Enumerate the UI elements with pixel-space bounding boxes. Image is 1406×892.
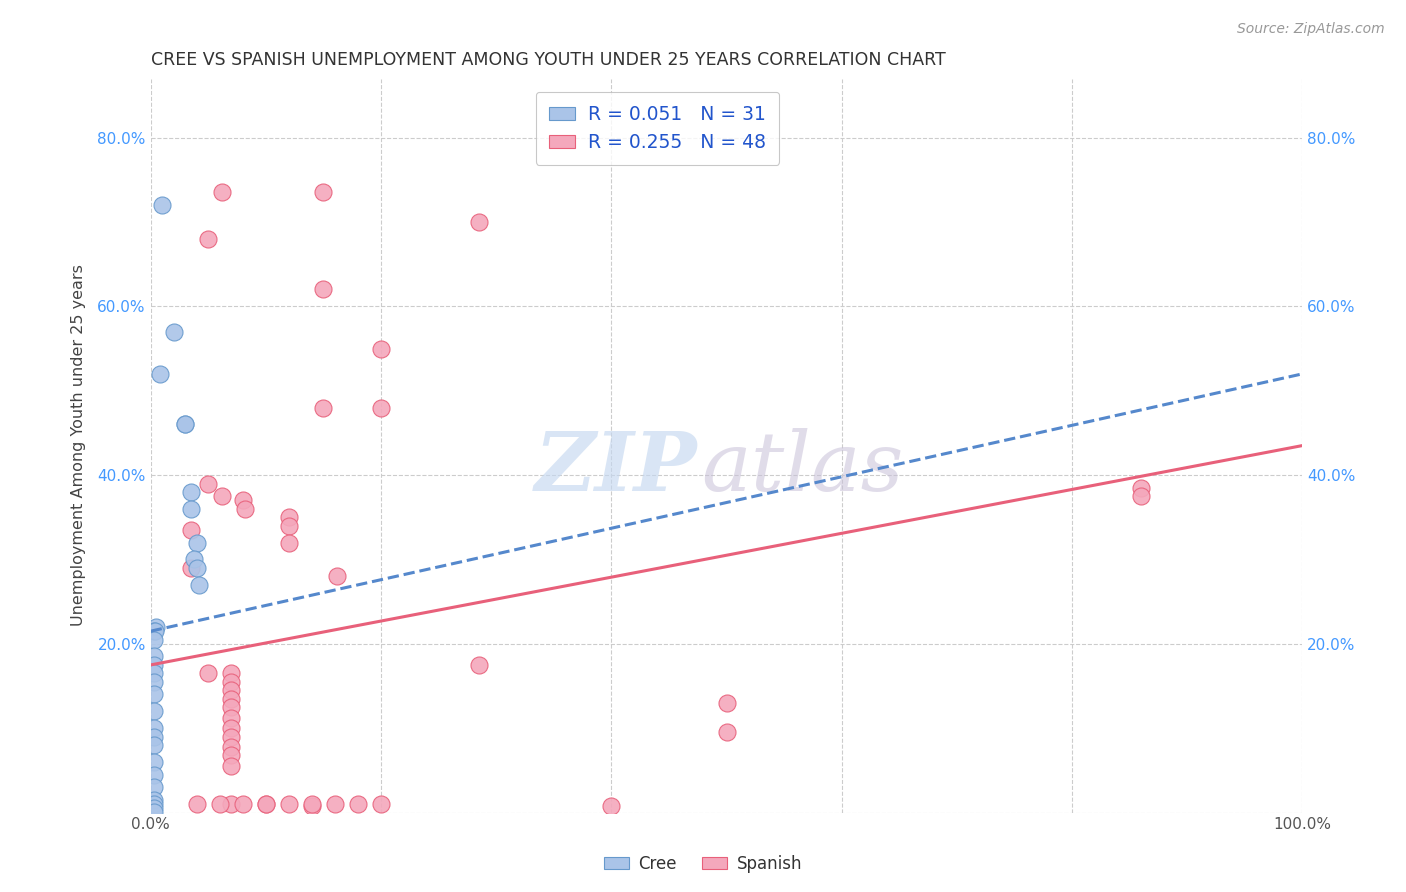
Point xyxy=(600,798,623,813)
Point xyxy=(180,485,202,500)
Text: CREE VS SPANISH UNEMPLOYMENT AMONG YOUTH UNDER 25 YEARS CORRELATION CHART: CREE VS SPANISH UNEMPLOYMENT AMONG YOUTH… xyxy=(150,51,945,69)
Legend: R = 0.051   N = 31, R = 0.255   N = 48: R = 0.051 N = 31, R = 0.255 N = 48 xyxy=(536,92,779,165)
Point xyxy=(370,401,392,415)
Point xyxy=(1130,481,1153,495)
Point xyxy=(150,198,173,212)
Point xyxy=(143,755,166,769)
Point xyxy=(197,232,219,246)
Point xyxy=(468,215,491,229)
Point xyxy=(370,797,392,811)
Point xyxy=(301,798,323,813)
Point xyxy=(347,797,370,811)
Point xyxy=(143,780,166,795)
Point xyxy=(143,649,166,664)
Y-axis label: Unemployment Among Youth under 25 years: Unemployment Among Youth under 25 years xyxy=(72,265,86,626)
Point xyxy=(277,518,299,533)
Point xyxy=(143,688,166,702)
Point xyxy=(163,325,186,339)
Point xyxy=(183,552,205,566)
Point xyxy=(221,700,243,714)
Point xyxy=(143,674,166,689)
Point xyxy=(277,510,299,524)
Point xyxy=(221,674,243,689)
Point xyxy=(143,624,166,639)
Point xyxy=(143,730,166,744)
Point xyxy=(186,561,208,575)
Point xyxy=(221,797,243,811)
Point xyxy=(312,186,335,200)
Point xyxy=(221,683,243,698)
Point xyxy=(143,721,166,735)
Point xyxy=(232,493,254,508)
Point xyxy=(143,801,166,815)
Point xyxy=(145,620,167,634)
Point xyxy=(143,704,166,718)
Point xyxy=(143,632,166,647)
Point xyxy=(186,797,208,811)
Point xyxy=(221,691,243,706)
Point xyxy=(211,489,233,503)
Point xyxy=(143,767,166,781)
Point xyxy=(143,666,166,681)
Point xyxy=(301,797,323,811)
Point xyxy=(211,186,233,200)
Point xyxy=(188,578,211,592)
Point xyxy=(143,738,166,752)
Point xyxy=(143,805,166,819)
Point xyxy=(143,624,166,639)
Point xyxy=(312,283,335,297)
Point xyxy=(186,535,208,549)
Point xyxy=(221,711,243,725)
Point xyxy=(208,797,231,811)
Point xyxy=(277,797,299,811)
Point xyxy=(221,759,243,773)
Legend: Cree, Spanish: Cree, Spanish xyxy=(596,848,810,880)
Point xyxy=(143,797,166,811)
Point xyxy=(180,561,202,575)
Point xyxy=(197,666,219,681)
Point xyxy=(143,793,166,807)
Point xyxy=(370,342,392,356)
Point xyxy=(254,797,277,811)
Point xyxy=(277,535,299,549)
Point xyxy=(143,657,166,672)
Point xyxy=(174,417,197,432)
Point xyxy=(716,725,738,739)
Point xyxy=(221,748,243,763)
Point xyxy=(468,657,491,672)
Point xyxy=(233,501,256,516)
Text: Source: ZipAtlas.com: Source: ZipAtlas.com xyxy=(1237,22,1385,37)
Point xyxy=(254,797,277,811)
Point xyxy=(221,666,243,681)
Point xyxy=(149,367,172,381)
Text: atlas: atlas xyxy=(702,427,904,508)
Point xyxy=(221,739,243,754)
Point xyxy=(180,523,202,537)
Point xyxy=(232,797,254,811)
Point xyxy=(197,476,219,491)
Point xyxy=(716,696,738,710)
Point xyxy=(221,721,243,735)
Text: ZIP: ZIP xyxy=(536,427,697,508)
Point xyxy=(1130,489,1153,503)
Point xyxy=(221,730,243,744)
Point xyxy=(323,797,346,811)
Point xyxy=(312,401,335,415)
Point xyxy=(174,417,197,432)
Point xyxy=(326,569,349,583)
Point xyxy=(180,501,202,516)
